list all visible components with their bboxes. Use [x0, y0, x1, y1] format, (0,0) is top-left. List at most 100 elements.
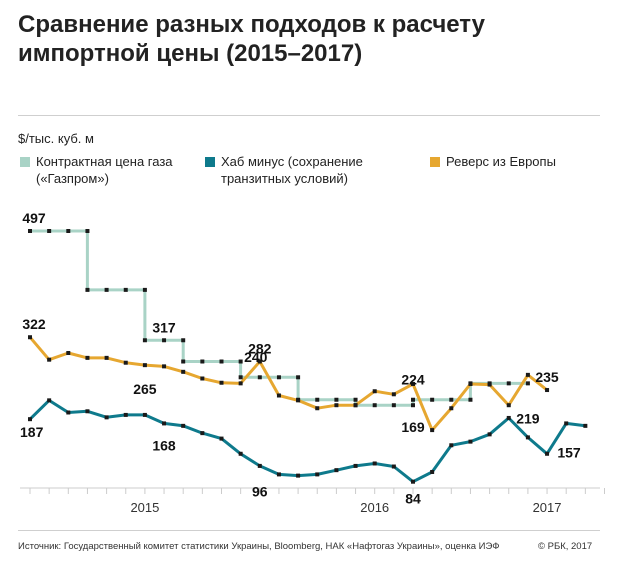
data-point-reverse — [181, 369, 186, 374]
data-label-contract-219: 219 — [516, 411, 540, 427]
data-point-reverse — [315, 406, 320, 411]
data-point-reverse — [257, 359, 262, 364]
data-point-hub — [142, 412, 147, 417]
data-label-reverse-240: 240 — [244, 349, 268, 365]
data-point-contract — [353, 397, 358, 402]
data-point-hub — [315, 472, 320, 477]
data-point-contract — [257, 375, 262, 380]
data-point-reverse — [353, 403, 358, 408]
legend-label-hub: Хаб минус (сохранение транзитных условий… — [221, 154, 363, 186]
data-point-hub — [353, 463, 358, 468]
data-point-contract — [430, 397, 435, 402]
data-point-contract — [506, 381, 511, 386]
data-label-reverse-169: 169 — [401, 419, 425, 435]
data-point-reverse — [372, 389, 377, 394]
data-point-reverse — [391, 392, 396, 397]
data-point-hub — [200, 431, 205, 436]
data-label-contract-497: 497 — [22, 210, 46, 226]
data-point-contract — [238, 359, 243, 364]
data-point-contract — [200, 359, 205, 364]
data-label-contract-317: 317 — [152, 319, 176, 335]
data-point-hub — [28, 417, 32, 422]
data-point-reverse — [47, 357, 52, 362]
data-point-hub — [181, 423, 186, 428]
data-point-contract — [411, 397, 415, 402]
data-point-reverse — [28, 335, 32, 340]
data-point-reverse — [468, 381, 473, 386]
data-point-contract — [411, 403, 415, 408]
data-point-hub — [449, 443, 454, 448]
bottom-divider — [18, 530, 600, 531]
copyright: © РБК, 2017 — [538, 541, 593, 552]
data-point-reverse — [104, 355, 109, 360]
legend-swatch-contract — [20, 157, 30, 167]
data-point-hub — [411, 479, 415, 484]
legend-label-reverse: Реверс из Европы — [446, 154, 556, 169]
data-point-reverse — [142, 363, 147, 368]
data-point-contract — [449, 397, 454, 402]
data-point-contract — [525, 381, 530, 386]
data-point-reverse — [334, 403, 339, 408]
source-note: Источник: Государственный комитет статис… — [18, 541, 500, 552]
data-point-contract — [181, 338, 186, 343]
top-divider — [18, 115, 600, 116]
data-point-hub — [162, 421, 167, 426]
data-point-reverse — [162, 364, 167, 369]
data-point-contract — [66, 229, 71, 233]
data-point-hub — [468, 439, 473, 444]
data-point-hub — [238, 451, 243, 456]
data-point-hub — [372, 461, 377, 466]
data-point-reverse — [449, 406, 454, 411]
data-point-contract — [296, 375, 301, 380]
data-point-contract — [238, 375, 243, 380]
data-point-contract — [142, 338, 147, 343]
data-point-reverse — [219, 380, 224, 385]
data-point-hub — [66, 410, 71, 415]
data-point-contract — [391, 403, 396, 408]
x-tick-label-2017: 2017 — [533, 500, 562, 515]
data-point-contract — [123, 287, 128, 292]
data-label-reverse-322: 322 — [22, 316, 46, 332]
data-point-reverse — [411, 381, 415, 386]
data-point-hub — [583, 423, 588, 428]
data-point-hub — [219, 436, 224, 441]
data-point-hub — [276, 472, 281, 477]
data-label-hub-157: 157 — [557, 444, 581, 460]
legend-swatch-reverse — [430, 157, 440, 167]
data-label-reverse-235: 235 — [535, 369, 559, 385]
data-point-hub — [430, 469, 435, 474]
data-point-contract — [85, 229, 90, 233]
legend-swatch-hub — [205, 157, 215, 167]
data-point-contract — [47, 229, 52, 233]
data-point-reverse — [276, 393, 281, 398]
chart-title: Сравнение разных подходов к расчету импо… — [18, 11, 486, 67]
legend-label-contract: Контрактная цена газа («Газпром») — [36, 154, 173, 186]
data-point-hub — [123, 412, 128, 417]
data-point-reverse — [200, 376, 205, 381]
data-point-hub — [334, 468, 339, 473]
data-point-contract — [28, 229, 32, 233]
data-point-contract — [372, 403, 377, 408]
data-point-contract — [334, 397, 339, 402]
data-point-reverse — [123, 360, 128, 365]
data-point-reverse — [238, 381, 243, 386]
data-label-hub-168: 168 — [152, 438, 176, 454]
data-point-contract — [181, 359, 186, 364]
x-tick-label-2016: 2016 — [360, 500, 389, 515]
data-point-contract — [276, 375, 281, 380]
data-point-contract — [315, 397, 320, 402]
data-point-hub — [487, 432, 492, 437]
data-point-hub — [104, 415, 109, 420]
series-line-reverse — [28, 335, 549, 432]
data-point-hub — [545, 451, 550, 456]
data-point-contract — [104, 287, 109, 292]
data-point-reverse — [545, 388, 550, 393]
series-line-hub — [28, 398, 587, 484]
data-point-hub — [525, 435, 530, 440]
data-point-hub — [506, 415, 511, 420]
data-point-contract — [468, 397, 473, 402]
data-point-contract — [162, 338, 167, 343]
data-point-hub — [391, 464, 396, 469]
data-point-reverse — [85, 355, 90, 360]
data-point-hub — [257, 463, 262, 468]
